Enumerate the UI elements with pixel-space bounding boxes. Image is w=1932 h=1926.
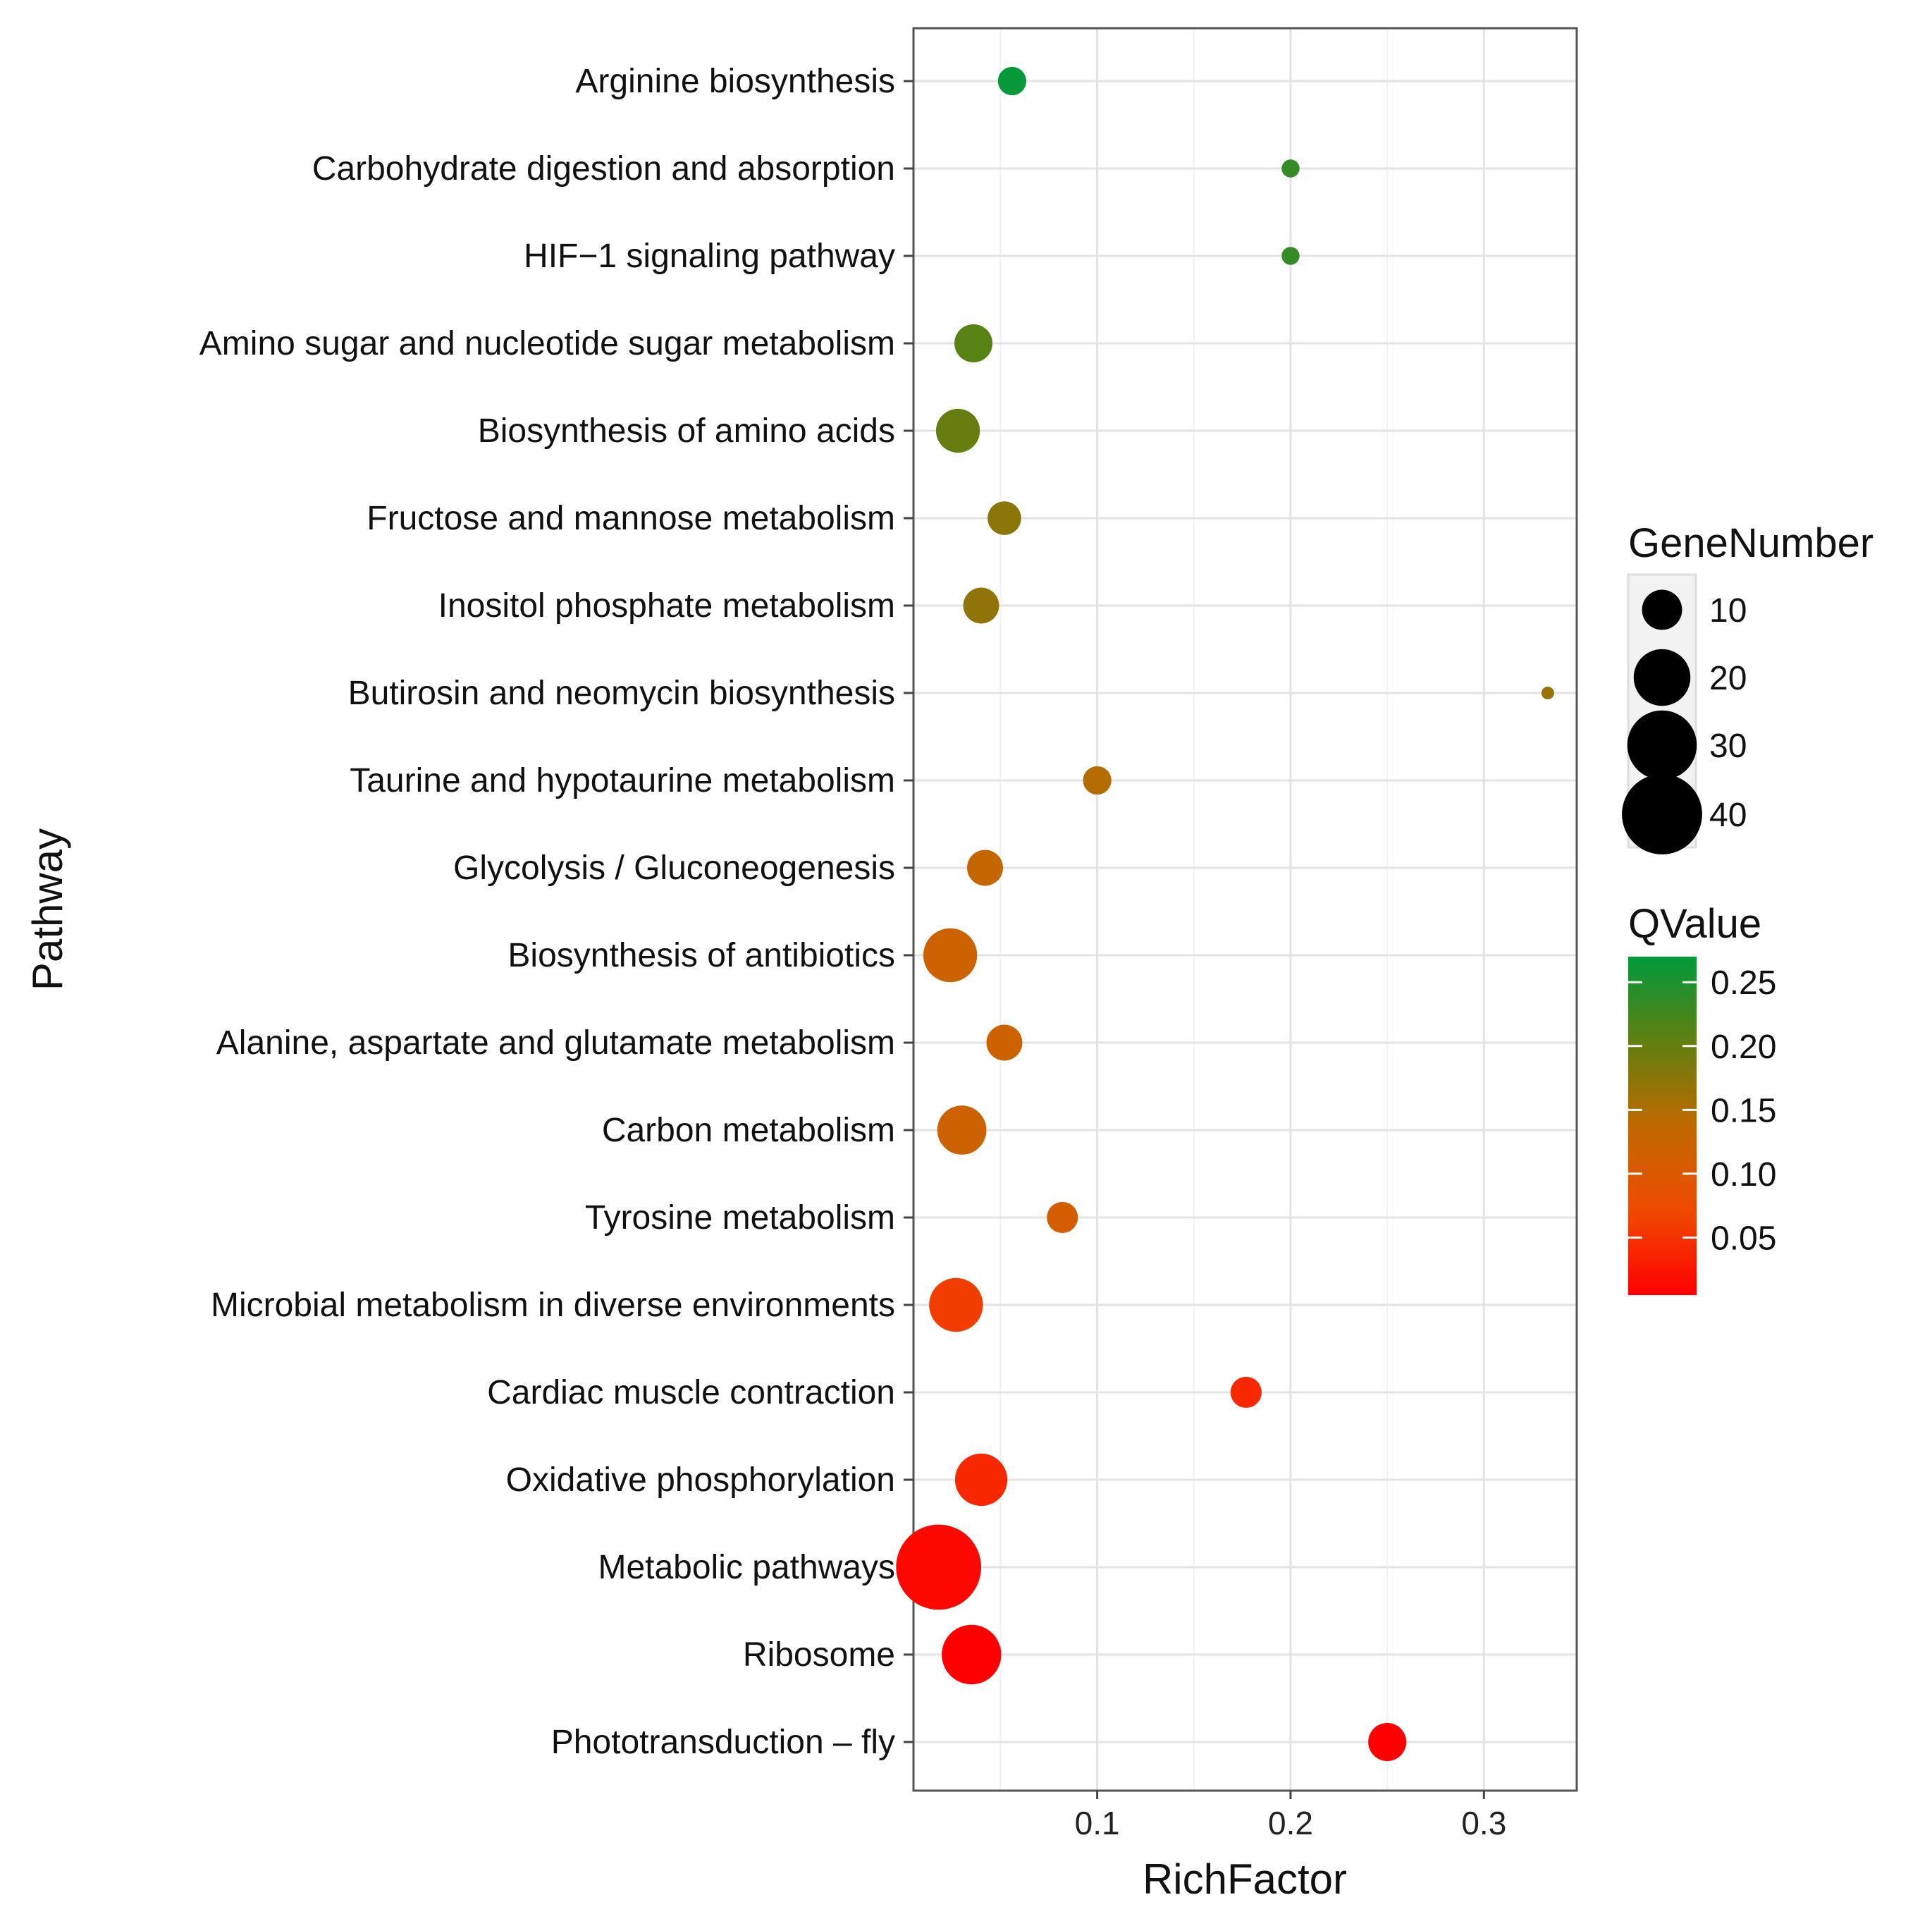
qvalue-legend-label: 0.05 xyxy=(1711,1220,1776,1257)
data-point xyxy=(1368,1723,1407,1761)
gene-number-legend-label: 40 xyxy=(1709,797,1747,834)
plot-panel-border xyxy=(912,27,1578,1792)
qvalue-colorbar xyxy=(1628,957,1697,1295)
y-tick-label: Carbohydrate digestion and absorption xyxy=(312,150,895,188)
y-axis: Arginine biosynthesis Carbohydrate digest… xyxy=(199,63,913,1761)
data-point xyxy=(937,1105,987,1155)
x-tick-label: 0.2 xyxy=(1268,1805,1313,1841)
data-point xyxy=(942,1624,1002,1685)
data-point xyxy=(1281,247,1300,265)
grid-lines xyxy=(913,28,1577,1791)
gene-number-legend-key xyxy=(1627,710,1697,780)
plot-panel-background xyxy=(913,28,1577,1791)
data-point xyxy=(1541,687,1554,699)
x-tick-label: 0.3 xyxy=(1461,1805,1506,1841)
data-point xyxy=(987,501,1021,535)
data-point xyxy=(1047,1201,1078,1234)
data-point xyxy=(1083,766,1112,795)
y-tick-label: Biosynthesis of amino acids xyxy=(478,412,895,450)
data-point xyxy=(896,1524,982,1610)
y-tick-label: Glycolysis / Gluconeogenesis xyxy=(453,849,895,887)
y-tick-label: Tyrosine metabolism xyxy=(585,1199,895,1237)
y-tick-label: Ribosome xyxy=(743,1636,895,1674)
data-point xyxy=(1230,1376,1262,1409)
data-point xyxy=(997,66,1027,96)
data-point xyxy=(963,587,999,624)
y-tick-label: Microbial metabolism in diverse environm… xyxy=(211,1287,895,1324)
y-tick-label: Butirosin and neomycin biosynthesis xyxy=(348,675,895,712)
y-tick-label: Arginine biosynthesis xyxy=(575,63,895,100)
y-tick-label: Fructose and mannose metabolism xyxy=(367,500,895,537)
y-tick-label: Metabolic pathways xyxy=(598,1549,895,1586)
data-point xyxy=(923,928,978,983)
data-point xyxy=(986,1024,1023,1061)
data-point xyxy=(954,324,993,362)
y-tick-label: Cardiac muscle contraction xyxy=(487,1374,895,1411)
data-point xyxy=(954,1453,1008,1507)
y-tick-label: Inositol phosphate metabolism xyxy=(438,587,895,625)
qvalue-legend-title: QValue xyxy=(1628,901,1761,947)
qvalue-legend-label: 0.10 xyxy=(1711,1156,1776,1194)
y-tick-label: Carbon metabolism xyxy=(602,1112,895,1149)
gene-number-legend-label: 10 xyxy=(1709,592,1747,630)
data-points xyxy=(896,66,1554,1761)
gene-number-legend-key xyxy=(1642,589,1682,630)
y-tick-label: Amino sugar and nucleotide sugar metabol… xyxy=(199,325,895,362)
qvalue-legend-label: 0.20 xyxy=(1711,1029,1776,1066)
x-tick-label: 0.1 xyxy=(1075,1805,1120,1841)
data-point xyxy=(967,849,1003,886)
data-point xyxy=(929,1277,983,1332)
x-axis-title: RichFactor xyxy=(1143,1856,1347,1903)
gene-number-legend-label: 20 xyxy=(1709,660,1747,697)
gene-number-legend-title: GeneNumber xyxy=(1628,520,1873,566)
gene-number-legend-key xyxy=(1633,649,1691,706)
gene-number-legend-label: 30 xyxy=(1709,728,1747,765)
y-tick-label: HIF−1 signaling pathway xyxy=(524,238,895,275)
x-axis: 0.1 0.2 0.3 xyxy=(1075,1791,1506,1841)
data-point xyxy=(935,408,980,453)
qvalue-legend-label: 0.15 xyxy=(1711,1092,1776,1129)
qvalue-legend: QValue 0.25 0.20 0.15 0.10 0.05 xyxy=(1628,901,1776,1295)
gene-number-legend: GeneNumber 10 20 30 40 xyxy=(1622,520,1873,854)
y-tick-label: Phototransduction – fly xyxy=(551,1724,895,1761)
y-tick-label: Biosynthesis of antibiotics xyxy=(507,937,895,974)
qvalue-legend-label: 0.25 xyxy=(1711,964,1776,1002)
y-tick-label: Alanine, aspartate and glutamate metabol… xyxy=(216,1024,895,1062)
y-axis-title: Pathway xyxy=(24,828,71,990)
gene-number-legend-key xyxy=(1622,774,1702,854)
data-point xyxy=(1281,159,1300,178)
y-tick-label: Taurine and hypotaurine metabolism xyxy=(350,762,895,799)
y-tick-label: Oxidative phosphorylation xyxy=(506,1461,895,1499)
